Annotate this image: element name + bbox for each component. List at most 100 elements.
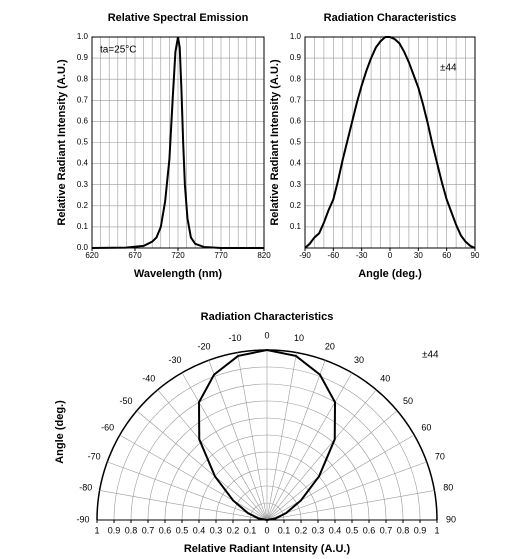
x-tick-label: 90 bbox=[471, 251, 480, 260]
x-tick-label: -30 bbox=[356, 251, 368, 260]
r-tick-label: 0.5 bbox=[176, 525, 189, 535]
grid-spoke bbox=[237, 352, 268, 521]
theta-tick-label: 80 bbox=[443, 482, 453, 492]
r-tick-label: 0.6 bbox=[159, 525, 172, 535]
chart-title: Radiation Characteristics bbox=[324, 12, 457, 24]
y-tick-label: 0.7 bbox=[77, 95, 89, 104]
y-tick-label: 0.1 bbox=[290, 222, 302, 231]
grid-spoke bbox=[99, 490, 268, 521]
x-tick-label: -60 bbox=[328, 251, 340, 260]
y-tick-label: 0.2 bbox=[77, 201, 89, 210]
r-tick-label: 0.4 bbox=[193, 525, 206, 535]
y-tick-label: 0.7 bbox=[290, 95, 302, 104]
theta-tick-label: 70 bbox=[435, 451, 445, 461]
x-tick-label: 620 bbox=[85, 251, 99, 260]
r-tick-label: 0.9 bbox=[108, 525, 121, 535]
theta-tick-label: 20 bbox=[325, 341, 335, 351]
data-line bbox=[304, 36, 476, 249]
x-tick-label: -90 bbox=[299, 251, 311, 260]
grid-spoke bbox=[119, 434, 268, 521]
grid-spoke bbox=[266, 461, 427, 521]
y-tick-label: 0.9 bbox=[77, 53, 89, 62]
grid-spoke bbox=[136, 410, 268, 521]
r-tick-label: 0.2 bbox=[295, 525, 308, 535]
y-tick-label: 0.2 bbox=[290, 201, 302, 210]
x-tick-label: 30 bbox=[414, 251, 423, 260]
theta-tick-label: -30 bbox=[168, 355, 181, 365]
r-tick-label: 1 bbox=[434, 525, 439, 535]
theta-tick-label: 40 bbox=[380, 373, 390, 383]
r-tick-label: 0.8 bbox=[125, 525, 138, 535]
x-tick-label: 0 bbox=[388, 251, 393, 260]
r-tick-label: 0.9 bbox=[414, 525, 427, 535]
y-tick-label: 0.1 bbox=[77, 222, 89, 231]
grid-spoke bbox=[157, 389, 268, 521]
theta-tick-label: 60 bbox=[421, 422, 431, 432]
x-axis-label: Angle (deg.) bbox=[358, 268, 422, 280]
chart-title: Relative Spectral Emission bbox=[108, 12, 249, 24]
r-axis-label: Relative Radiant Intensity (A.U.) bbox=[184, 543, 351, 555]
theta-tick-label: 30 bbox=[354, 355, 364, 365]
grid-spoke bbox=[266, 352, 297, 521]
grid-spoke bbox=[181, 372, 268, 521]
theta-tick-label: -80 bbox=[79, 482, 92, 492]
r-tick-label: 0.5 bbox=[346, 525, 359, 535]
annotation: ±44 bbox=[422, 350, 439, 361]
theta-tick-label: 90 bbox=[446, 514, 456, 524]
y-tick-label: 0.6 bbox=[77, 117, 89, 126]
r-tick-label: 0.8 bbox=[397, 525, 410, 535]
annotation: ±44 bbox=[440, 63, 457, 74]
r-tick-label: 1 bbox=[94, 525, 99, 535]
grid-spoke bbox=[266, 360, 326, 521]
annotation: ta=25°C bbox=[100, 45, 137, 56]
grid-spoke bbox=[266, 490, 435, 521]
y-tick-label: 0.4 bbox=[290, 159, 302, 168]
grid-spoke bbox=[266, 434, 415, 521]
data-line bbox=[197, 348, 337, 521]
x-tick-label: 720 bbox=[171, 251, 185, 260]
y-tick-label: 0.9 bbox=[290, 53, 302, 62]
r-tick-label: 0.6 bbox=[363, 525, 376, 535]
y-tick-label: 0.3 bbox=[290, 180, 302, 189]
y-tick-label: 1.0 bbox=[77, 32, 89, 41]
theta-tick-label: 0 bbox=[264, 330, 269, 340]
r-tick-label: 0.7 bbox=[142, 525, 155, 535]
r-tick-label: 0.4 bbox=[329, 525, 342, 535]
y-tick-label: 0.4 bbox=[77, 159, 89, 168]
theta-tick-label: -70 bbox=[88, 451, 101, 461]
x-tick-label: 820 bbox=[257, 251, 271, 260]
theta-tick-label: -40 bbox=[142, 373, 155, 383]
grid-spoke bbox=[266, 372, 353, 521]
theta-tick-label: -60 bbox=[101, 422, 114, 432]
r-tick-label: 0.2 bbox=[227, 525, 240, 535]
y-tick-label: 0.8 bbox=[77, 74, 89, 83]
y-tick-label: 0.5 bbox=[77, 138, 89, 147]
x-tick-label: 670 bbox=[128, 251, 142, 260]
x-tick-label: 770 bbox=[214, 251, 228, 260]
x-axis-label: Wavelength (nm) bbox=[134, 268, 223, 280]
r-tick-label: 0.1 bbox=[278, 525, 291, 535]
grid-spoke bbox=[266, 389, 377, 521]
r-tick-label: 0.1 bbox=[244, 525, 257, 535]
x-tick-label: 60 bbox=[442, 251, 451, 260]
y-tick-label: 0.3 bbox=[77, 180, 89, 189]
theta-tick-label: -90 bbox=[76, 514, 89, 524]
theta-tick-label: -50 bbox=[120, 396, 133, 406]
y-tick-label: 0.8 bbox=[290, 74, 302, 83]
y-tick-label: 0.5 bbox=[290, 138, 302, 147]
y-axis-label: Relative Radiant Intensity (A.U.) bbox=[269, 59, 281, 226]
r-tick-label: 0 bbox=[264, 525, 269, 535]
theta-axis-label: Angle (deg.) bbox=[54, 400, 66, 464]
theta-tick-label: -10 bbox=[229, 333, 242, 343]
theta-tick-label: 50 bbox=[403, 396, 413, 406]
theta-tick-label: 10 bbox=[294, 333, 304, 343]
grid-spoke bbox=[266, 410, 398, 521]
r-tick-label: 0.3 bbox=[312, 525, 325, 535]
theta-tick-label: -20 bbox=[198, 341, 211, 351]
chart-title: Radiation Characteristics bbox=[201, 311, 334, 323]
y-tick-label: 1.0 bbox=[290, 32, 302, 41]
y-tick-label: 0.6 bbox=[290, 117, 302, 126]
y-tick-label: 0.0 bbox=[77, 243, 89, 252]
y-axis-label: Relative Radiant Intensity (A.U.) bbox=[56, 59, 68, 226]
